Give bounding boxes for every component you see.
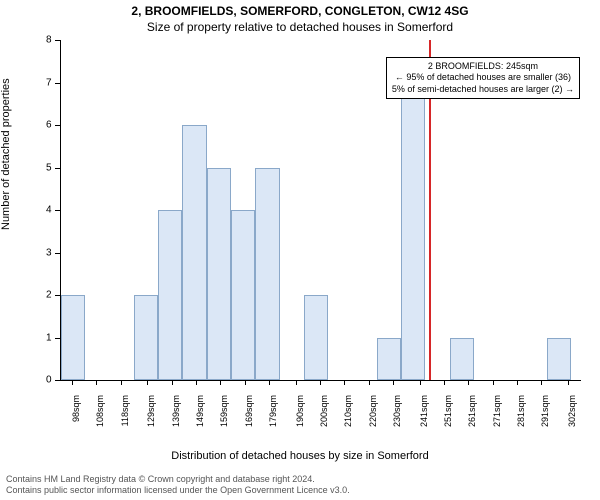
x-tick-label: 210sqm bbox=[343, 395, 353, 427]
x-tick-label: 129sqm bbox=[146, 395, 156, 427]
histogram-bar bbox=[61, 295, 85, 380]
y-tick-mark bbox=[55, 83, 60, 84]
x-tick-label: 302sqm bbox=[567, 395, 577, 427]
x-tick-label: 190sqm bbox=[295, 395, 305, 427]
x-tick-label: 200sqm bbox=[319, 395, 329, 427]
x-tick-mark bbox=[369, 380, 370, 385]
y-tick-mark bbox=[55, 210, 60, 211]
x-tick-mark bbox=[420, 380, 421, 385]
histogram-bar bbox=[450, 338, 474, 381]
x-tick-label: 149sqm bbox=[195, 395, 205, 427]
x-axis-label: Distribution of detached houses by size … bbox=[0, 450, 600, 462]
y-tick-label: 6 bbox=[46, 120, 52, 131]
histogram-bar bbox=[134, 295, 158, 380]
x-tick-label: 281sqm bbox=[516, 395, 526, 427]
x-tick-label: 118sqm bbox=[120, 395, 130, 426]
x-tick-label: 98sqm bbox=[71, 395, 81, 422]
y-tick-mark bbox=[55, 338, 60, 339]
x-tick-label: 251sqm bbox=[443, 395, 453, 427]
histogram-bar bbox=[182, 125, 206, 380]
y-tick-mark bbox=[55, 295, 60, 296]
x-tick-label: 241sqm bbox=[419, 395, 429, 427]
y-tick-label: 3 bbox=[46, 247, 52, 258]
footer-line2: Contains public sector information licen… bbox=[6, 485, 350, 496]
y-tick-label: 8 bbox=[46, 35, 52, 46]
y-axis-label: Number of detached properties bbox=[0, 78, 12, 230]
x-tick-mark bbox=[320, 380, 321, 385]
histogram-bar bbox=[401, 83, 425, 381]
histogram-bar bbox=[231, 210, 255, 380]
x-tick-mark bbox=[541, 380, 542, 385]
x-tick-mark bbox=[493, 380, 494, 385]
x-tick-mark bbox=[269, 380, 270, 385]
x-tick-mark bbox=[517, 380, 518, 385]
x-tick-mark bbox=[121, 380, 122, 385]
y-tick-label: 2 bbox=[46, 290, 52, 301]
histogram-bar bbox=[158, 210, 182, 380]
x-tick-label: 159sqm bbox=[219, 395, 229, 427]
chart-container: 2, BROOMFIELDS, SOMERFORD, CONGLETON, CW… bbox=[0, 0, 600, 500]
x-tick-label: 139sqm bbox=[171, 395, 181, 427]
x-tick-mark bbox=[393, 380, 394, 385]
x-tick-label: 271sqm bbox=[492, 395, 502, 427]
y-tick-label: 0 bbox=[46, 375, 52, 386]
histogram-bar bbox=[255, 168, 279, 381]
y-tick-mark bbox=[55, 40, 60, 41]
x-tick-mark bbox=[568, 380, 569, 385]
footer-attribution: Contains HM Land Registry data © Crown c… bbox=[6, 474, 350, 496]
y-tick-mark bbox=[55, 125, 60, 126]
x-tick-mark bbox=[444, 380, 445, 385]
x-tick-mark bbox=[245, 380, 246, 385]
y-tick-mark bbox=[55, 380, 60, 381]
x-tick-label: 169sqm bbox=[244, 395, 254, 427]
annotation-line3: 5% of semi-detached houses are larger (2… bbox=[392, 84, 574, 95]
x-tick-mark bbox=[72, 380, 73, 385]
y-tick-mark bbox=[55, 253, 60, 254]
footer-line1: Contains HM Land Registry data © Crown c… bbox=[6, 474, 350, 485]
x-tick-mark bbox=[468, 380, 469, 385]
title-subtitle: Size of property relative to detached ho… bbox=[0, 20, 600, 34]
x-tick-label: 108sqm bbox=[95, 395, 105, 427]
annotation-box: 2 BROOMFIELDS: 245sqm← 95% of detached h… bbox=[386, 57, 580, 99]
x-tick-mark bbox=[147, 380, 148, 385]
x-tick-label: 220sqm bbox=[368, 395, 378, 427]
histogram-bar bbox=[377, 338, 401, 381]
x-tick-mark bbox=[172, 380, 173, 385]
x-tick-label: 230sqm bbox=[392, 395, 402, 427]
y-tick-label: 7 bbox=[46, 77, 52, 88]
x-tick-mark bbox=[196, 380, 197, 385]
histogram-bar bbox=[547, 338, 571, 381]
y-tick-label: 4 bbox=[46, 205, 52, 216]
x-tick-mark bbox=[96, 380, 97, 385]
x-tick-mark bbox=[344, 380, 345, 385]
x-tick-mark bbox=[296, 380, 297, 385]
histogram-bar bbox=[207, 168, 231, 381]
x-tick-label: 179sqm bbox=[268, 395, 278, 427]
annotation-line1: 2 BROOMFIELDS: 245sqm bbox=[392, 61, 574, 72]
x-tick-label: 291sqm bbox=[540, 395, 550, 427]
x-tick-mark bbox=[220, 380, 221, 385]
y-tick-label: 5 bbox=[46, 162, 52, 173]
annotation-line2: ← 95% of detached houses are smaller (36… bbox=[392, 72, 574, 83]
title-address: 2, BROOMFIELDS, SOMERFORD, CONGLETON, CW… bbox=[0, 4, 600, 18]
x-tick-label: 261sqm bbox=[467, 395, 477, 427]
y-tick-label: 1 bbox=[46, 332, 52, 343]
y-tick-mark bbox=[55, 168, 60, 169]
histogram-bar bbox=[304, 295, 328, 380]
